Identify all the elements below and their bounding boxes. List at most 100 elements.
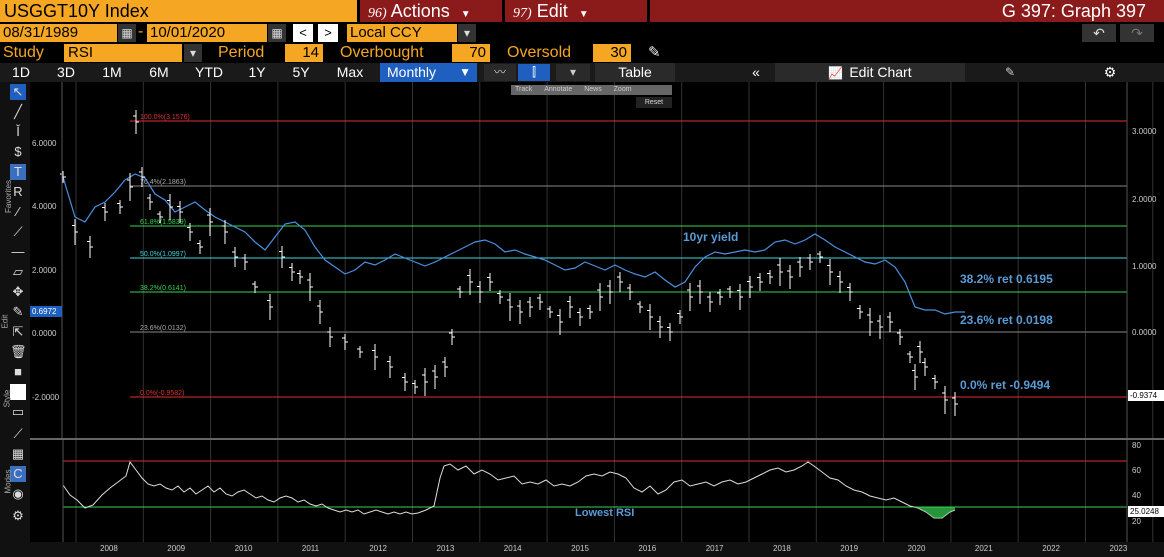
mini-news[interactable]: News xyxy=(584,86,602,93)
price-chart[interactable]: 100.0%(3.1576) 76.4%(2.1863) 61.8%(1.583… xyxy=(30,82,1164,440)
settings-icon[interactable]: ⚙ xyxy=(12,508,24,523)
retracement-icon[interactable]: R xyxy=(13,184,23,199)
undo-icon[interactable]: ↶ xyxy=(1082,24,1116,42)
period-field[interactable]: 14 xyxy=(285,44,323,62)
next-button[interactable]: > xyxy=(318,24,338,42)
x-axis-label: 2023 xyxy=(1109,544,1128,553)
gear-icon[interactable]: ⚙ xyxy=(1103,64,1117,80)
hline-icon[interactable]: — xyxy=(11,244,25,259)
prev-button[interactable]: < xyxy=(293,24,313,42)
graph-title: G 397: Graph 397 xyxy=(650,0,1164,22)
frequency-label: Monthly xyxy=(387,64,437,80)
line-tool-icon[interactable]: ╱ xyxy=(14,104,22,119)
oversold-field[interactable]: 30 xyxy=(593,44,631,62)
fib-0-label: 0.0%(-0.9582) xyxy=(140,390,184,397)
ret382-annotation[interactable]: 38.2% ret 0.6195 xyxy=(960,272,1053,286)
trash-icon[interactable]: 🗑 xyxy=(10,344,27,359)
crosshair-icon[interactable]: C xyxy=(10,466,26,482)
ticker-field[interactable]: USGGT10Y Index xyxy=(0,0,357,22)
collapse-icon[interactable]: « xyxy=(752,64,760,80)
dollar-tool-icon[interactable]: $ xyxy=(14,144,22,159)
color-icon[interactable]: ■ xyxy=(14,364,22,379)
chevron-down-icon: ▼ xyxy=(460,9,471,20)
actions-menu[interactable]: 96) Actions ▼ xyxy=(360,0,502,22)
edit-icon[interactable]: ✎ xyxy=(1004,65,1016,79)
select-icon[interactable]: ⇱ xyxy=(12,324,24,339)
calendar-icon[interactable]: ▦ xyxy=(118,24,136,42)
timeframe-max[interactable]: Max xyxy=(336,64,364,80)
frequency-select[interactable]: Monthly ▼ xyxy=(380,63,477,82)
rsi-line[interactable] xyxy=(62,460,956,519)
timeframe-6m[interactable]: 6M xyxy=(149,64,169,80)
annotation-icon[interactable]: Ǐ xyxy=(16,124,20,139)
left-axis-label: 6.0000 xyxy=(32,139,57,148)
table-button[interactable]: Table xyxy=(595,63,675,82)
pencil-icon[interactable]: ✎ xyxy=(648,44,661,61)
end-date-field[interactable]: 10/01/2020 xyxy=(147,24,267,42)
fill-icon[interactable] xyxy=(10,384,26,400)
period-label: Period xyxy=(218,44,265,61)
left-axis-label: -2.0000 xyxy=(32,393,60,402)
mini-annotate[interactable]: Annotate xyxy=(544,86,573,93)
ruler-icon[interactable]: ⟋ xyxy=(13,426,23,441)
overbought-field[interactable]: 70 xyxy=(452,44,490,62)
pencil-icon[interactable]: ✎ xyxy=(12,304,24,319)
reset-button[interactable]: Reset xyxy=(636,97,672,108)
trend-tool-icon[interactable]: ⟋ xyxy=(13,224,23,239)
redo-icon[interactable]: ↷ xyxy=(1120,24,1154,42)
x-axis-label: 2017 xyxy=(705,544,724,553)
line-chart-icon[interactable]: 〰 xyxy=(484,64,516,81)
actions-number: 96) xyxy=(368,6,387,21)
style-side-label: Style xyxy=(2,389,12,408)
right-axis-label: 2.0000 xyxy=(1132,195,1157,204)
timeframe-1m[interactable]: 1M xyxy=(102,64,122,80)
channel-icon[interactable]: ▱ xyxy=(13,264,23,279)
lowest-rsi-annotation[interactable]: Lowest RSI xyxy=(575,507,634,519)
price-bars[interactable] xyxy=(60,110,958,416)
ret236-annotation[interactable]: 23.6% ret 0.0198 xyxy=(960,313,1053,327)
rsi-axis-label: 20 xyxy=(1132,517,1141,526)
style-icon[interactable]: ▭ xyxy=(11,404,25,419)
edit-menu[interactable]: 97) Edit ▼ xyxy=(505,0,647,22)
chevron-down-icon[interactable]: ▾ xyxy=(458,24,476,42)
x-axis-label: 2010 xyxy=(234,544,253,553)
drawing-toolbar: ↖ ╱ Ǐ $ T R ⁄ ⟋ — ▱ ✥ ✎ ⇱ 🗑 ■ ▭ ⟋ ▦ C ◉ … xyxy=(0,82,30,557)
x-axis-label: 2015 xyxy=(571,544,589,553)
palette-icon[interactable]: ◉ xyxy=(12,486,24,501)
x-axis-label: 2020 xyxy=(907,544,926,553)
last-price-right: -0.9374 xyxy=(1130,391,1158,400)
mini-zoom[interactable]: Zoom xyxy=(613,86,632,93)
fibonacci-icon[interactable]: T xyxy=(10,164,26,180)
cursor-icon[interactable]: ↖ xyxy=(10,84,26,100)
study-select[interactable]: RSI xyxy=(64,44,182,62)
start-date-field[interactable]: 08/31/1989 xyxy=(0,24,117,42)
chevron-down-icon[interactable]: ▾ xyxy=(556,64,590,81)
timeframe-1d[interactable]: 1D xyxy=(12,64,30,80)
edit-number: 97) xyxy=(513,6,532,21)
pattern-icon[interactable]: ▦ xyxy=(11,446,25,461)
chevron-down-icon: ▼ xyxy=(459,65,471,79)
edit-chart-button[interactable]: 📈 Edit Chart xyxy=(775,63,965,82)
bar-chart-icon[interactable]: ⫿ xyxy=(518,64,550,81)
timeframe-3d[interactable]: 3D xyxy=(57,64,75,80)
yield-line[interactable] xyxy=(62,173,965,315)
timeframe-5y[interactable]: 5Y xyxy=(292,64,310,80)
pane-divider[interactable] xyxy=(30,438,1164,441)
move-icon[interactable]: ✥ xyxy=(12,284,24,299)
x-axis-label: 2019 xyxy=(840,544,859,553)
currency-select[interactable]: Local CCY xyxy=(347,24,457,42)
favorites-side-label: Favorites xyxy=(3,180,13,213)
right-axis-label: 1.0000 xyxy=(1132,262,1157,271)
brush-icon[interactable]: ⁄ xyxy=(16,204,20,219)
ret0-annotation[interactable]: 0.0% ret -0.9494 xyxy=(960,378,1050,392)
chevron-down-icon[interactable]: ▾ xyxy=(184,44,202,62)
fib-236-label: 23.6%(0.0132) xyxy=(140,325,186,332)
timeframe-ytd[interactable]: YTD xyxy=(195,64,223,80)
yield-annotation[interactable]: 10yr yield xyxy=(683,230,738,244)
calendar-icon[interactable]: ▦ xyxy=(268,24,286,42)
mini-track[interactable]: Track xyxy=(515,86,533,93)
rsi-last: 25.0248 xyxy=(1130,507,1159,516)
timeframe-1y[interactable]: 1Y xyxy=(248,64,266,80)
x-axis-label: 2016 xyxy=(638,544,657,553)
rsi-chart[interactable]: Lowest RSI 80 60 40 20 25.0248 xyxy=(30,440,1164,542)
